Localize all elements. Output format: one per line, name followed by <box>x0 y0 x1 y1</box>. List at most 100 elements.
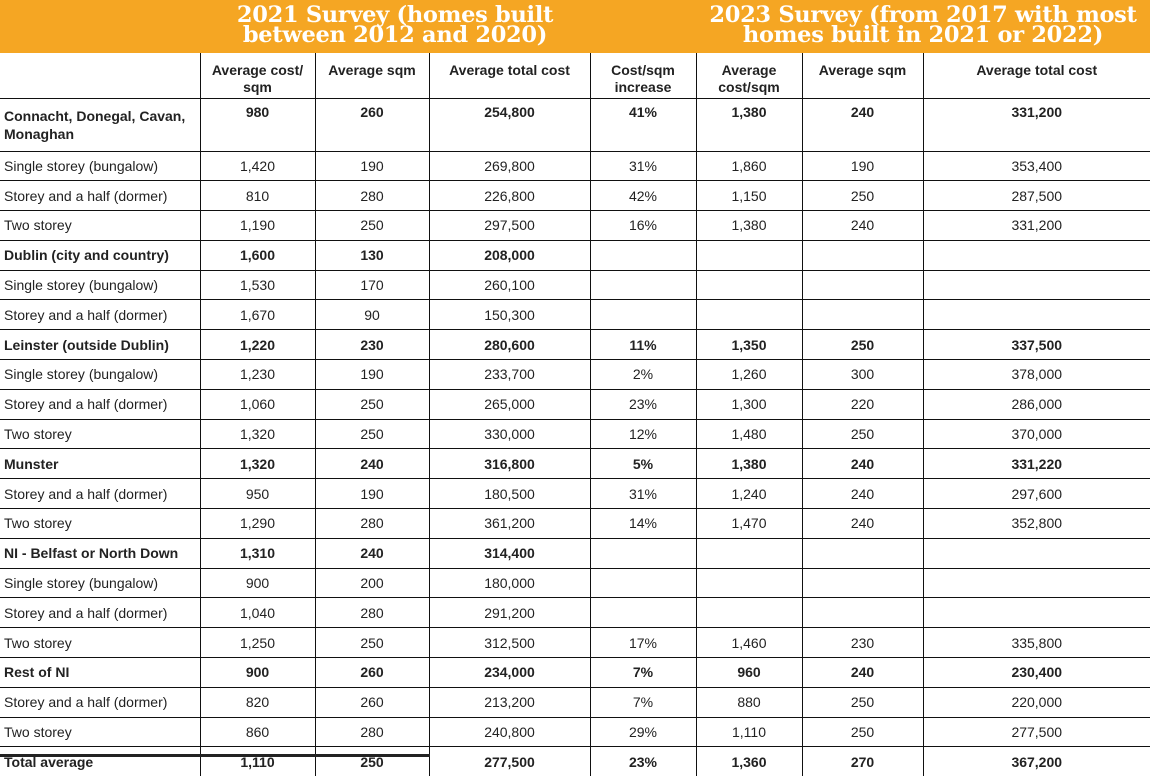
table-cell: 361,200 <box>428 508 590 539</box>
table-cell: 17% <box>589 627 696 659</box>
table-cell: 353,400 <box>922 151 1150 182</box>
table-cell: 230 <box>314 329 429 361</box>
table-header-row: Average cost/ sqm Average sqm Average to… <box>0 53 1150 99</box>
table-cell: 810 <box>199 180 315 212</box>
row-label: Total average <box>4 753 94 770</box>
table-cell: 90 <box>314 299 429 331</box>
table-cell: 250 <box>314 419 429 450</box>
table-row: Dublin (city and country) 1,600 130 208,000 <box>0 240 1150 271</box>
table-cell: 1,150 <box>695 180 802 212</box>
survey-2023-title: 2023 Survey (from 2017 with most homes b… <box>709 2 1137 48</box>
table-cell: 378,000 <box>922 359 1150 390</box>
table-cell: 300 <box>801 359 923 390</box>
table-cell: 900 <box>199 657 315 688</box>
bottom-rule <box>0 754 430 757</box>
table-cell: 41% <box>589 98 696 152</box>
table-cell: 250 <box>314 746 429 776</box>
table-cell: 1,240 <box>695 478 802 510</box>
table-cell <box>589 240 696 271</box>
row-label: Single storey (bungalow) <box>0 359 200 390</box>
table-cell <box>695 240 802 271</box>
table-cell: 250 <box>801 180 923 212</box>
table-cell: 1,360 <box>695 746 802 776</box>
table-cell: 14% <box>589 508 696 539</box>
table-cell <box>801 240 923 271</box>
table-row: Rest of NI 900 260 234,000 7% 960 240 230,400 <box>0 657 1150 688</box>
table-cell: 233,700 <box>428 359 590 390</box>
table-cell: 240 <box>314 448 429 480</box>
table-cell: 1,110 <box>695 717 802 748</box>
table-cell: 208,000 <box>428 240 590 271</box>
row-label: Two storey <box>0 627 200 659</box>
row-label: Storey and a half (dormer) <box>0 687 200 718</box>
table-cell: 190 <box>314 478 429 510</box>
table-cell <box>695 538 802 569</box>
table-cell: 280,600 <box>428 329 590 361</box>
table-body: Connacht, Donegal, Cavan, Monaghan 980 260… <box>0 98 1150 776</box>
row-label: NI - Belfast or North Down <box>0 538 200 569</box>
table-row: Two storey 1,250 250 312,500 17% 1,460 230 335,… <box>0 627 1150 659</box>
row-label: Two storey <box>0 717 200 748</box>
table-cell <box>922 240 1150 271</box>
table-cell <box>801 538 923 569</box>
table-cell <box>695 597 802 629</box>
table-row: Storey and a half (dormer) 820 260 213,200 7… <box>0 687 1150 718</box>
table-cell: 240 <box>801 98 923 152</box>
table-cell: 900 <box>199 568 315 599</box>
row-label: Two storey <box>0 210 200 241</box>
table-cell: 250 <box>801 717 923 748</box>
table-row: Connacht, Donegal, Cavan, Monaghan 980 260… <box>0 98 1150 152</box>
column-header-2021-total-cost: Average total cost <box>428 53 590 99</box>
table-cell: 2% <box>589 359 696 390</box>
table-cell: 1,260 <box>695 359 802 390</box>
row-label: Storey and a half (dormer) <box>0 597 200 629</box>
table-cell: 331,200 <box>922 98 1150 152</box>
table-cell: 1,420 <box>199 151 315 182</box>
table-cell: 1,380 <box>695 448 802 480</box>
table-cell: 1,350 <box>695 329 802 361</box>
table-cell: 226,800 <box>428 180 590 212</box>
table-cell: 150,300 <box>428 299 590 331</box>
table-cell: 250 <box>801 687 923 718</box>
table-cell: 240,800 <box>428 717 590 748</box>
table-cell: 1,470 <box>695 508 802 539</box>
table-cell: 29% <box>589 717 696 748</box>
table-cell: 190 <box>314 359 429 390</box>
table-cell: 280 <box>314 717 429 748</box>
row-label: Two storey <box>0 508 200 539</box>
table-row: Storey and a half (dormer) 810 280 226,800 4… <box>0 180 1150 212</box>
table-cell: 297,500 <box>428 210 590 241</box>
table-cell: 31% <box>589 151 696 182</box>
table-cell: 1,460 <box>695 627 802 659</box>
table-cell: 331,200 <box>922 210 1150 241</box>
table-row: Single storey (bungalow) 900 200 180,000 <box>0 568 1150 599</box>
table-cell: 260 <box>314 657 429 688</box>
table-cell: 1,300 <box>695 389 802 420</box>
table-cell: 260,100 <box>428 270 590 301</box>
table-row: NI - Belfast or North Down 1,310 240 314,40… <box>0 538 1150 569</box>
table-cell: 1,600 <box>199 240 315 271</box>
table-cell: 190 <box>314 151 429 182</box>
table-cell: 12% <box>589 419 696 450</box>
table-cell: 230,400 <box>922 657 1150 688</box>
table-cell <box>922 597 1150 629</box>
table-cell: 1,320 <box>199 419 315 450</box>
table-cell <box>589 270 696 301</box>
table-cell: 31% <box>589 478 696 510</box>
column-header-2023-total-cost: Average total cost <box>922 53 1150 99</box>
table-cell: 130 <box>314 240 429 271</box>
table-cell: 5% <box>589 448 696 480</box>
table-cell: 286,000 <box>922 389 1150 420</box>
row-label: Storey and a half (dormer) <box>0 389 200 420</box>
table-cell: 352,800 <box>922 508 1150 539</box>
table-cell: 330,000 <box>428 419 590 450</box>
table-cell <box>589 568 696 599</box>
row-label: Storey and a half (dormer) <box>0 299 200 331</box>
table-cell: 291,200 <box>428 597 590 629</box>
table-cell: 220,000 <box>922 687 1150 718</box>
table-cell: 16% <box>589 210 696 241</box>
table-cell: 260 <box>314 687 429 718</box>
table-cell: 240 <box>801 508 923 539</box>
table-cell: 270 <box>801 746 923 776</box>
table-cell: 287,500 <box>922 180 1150 212</box>
